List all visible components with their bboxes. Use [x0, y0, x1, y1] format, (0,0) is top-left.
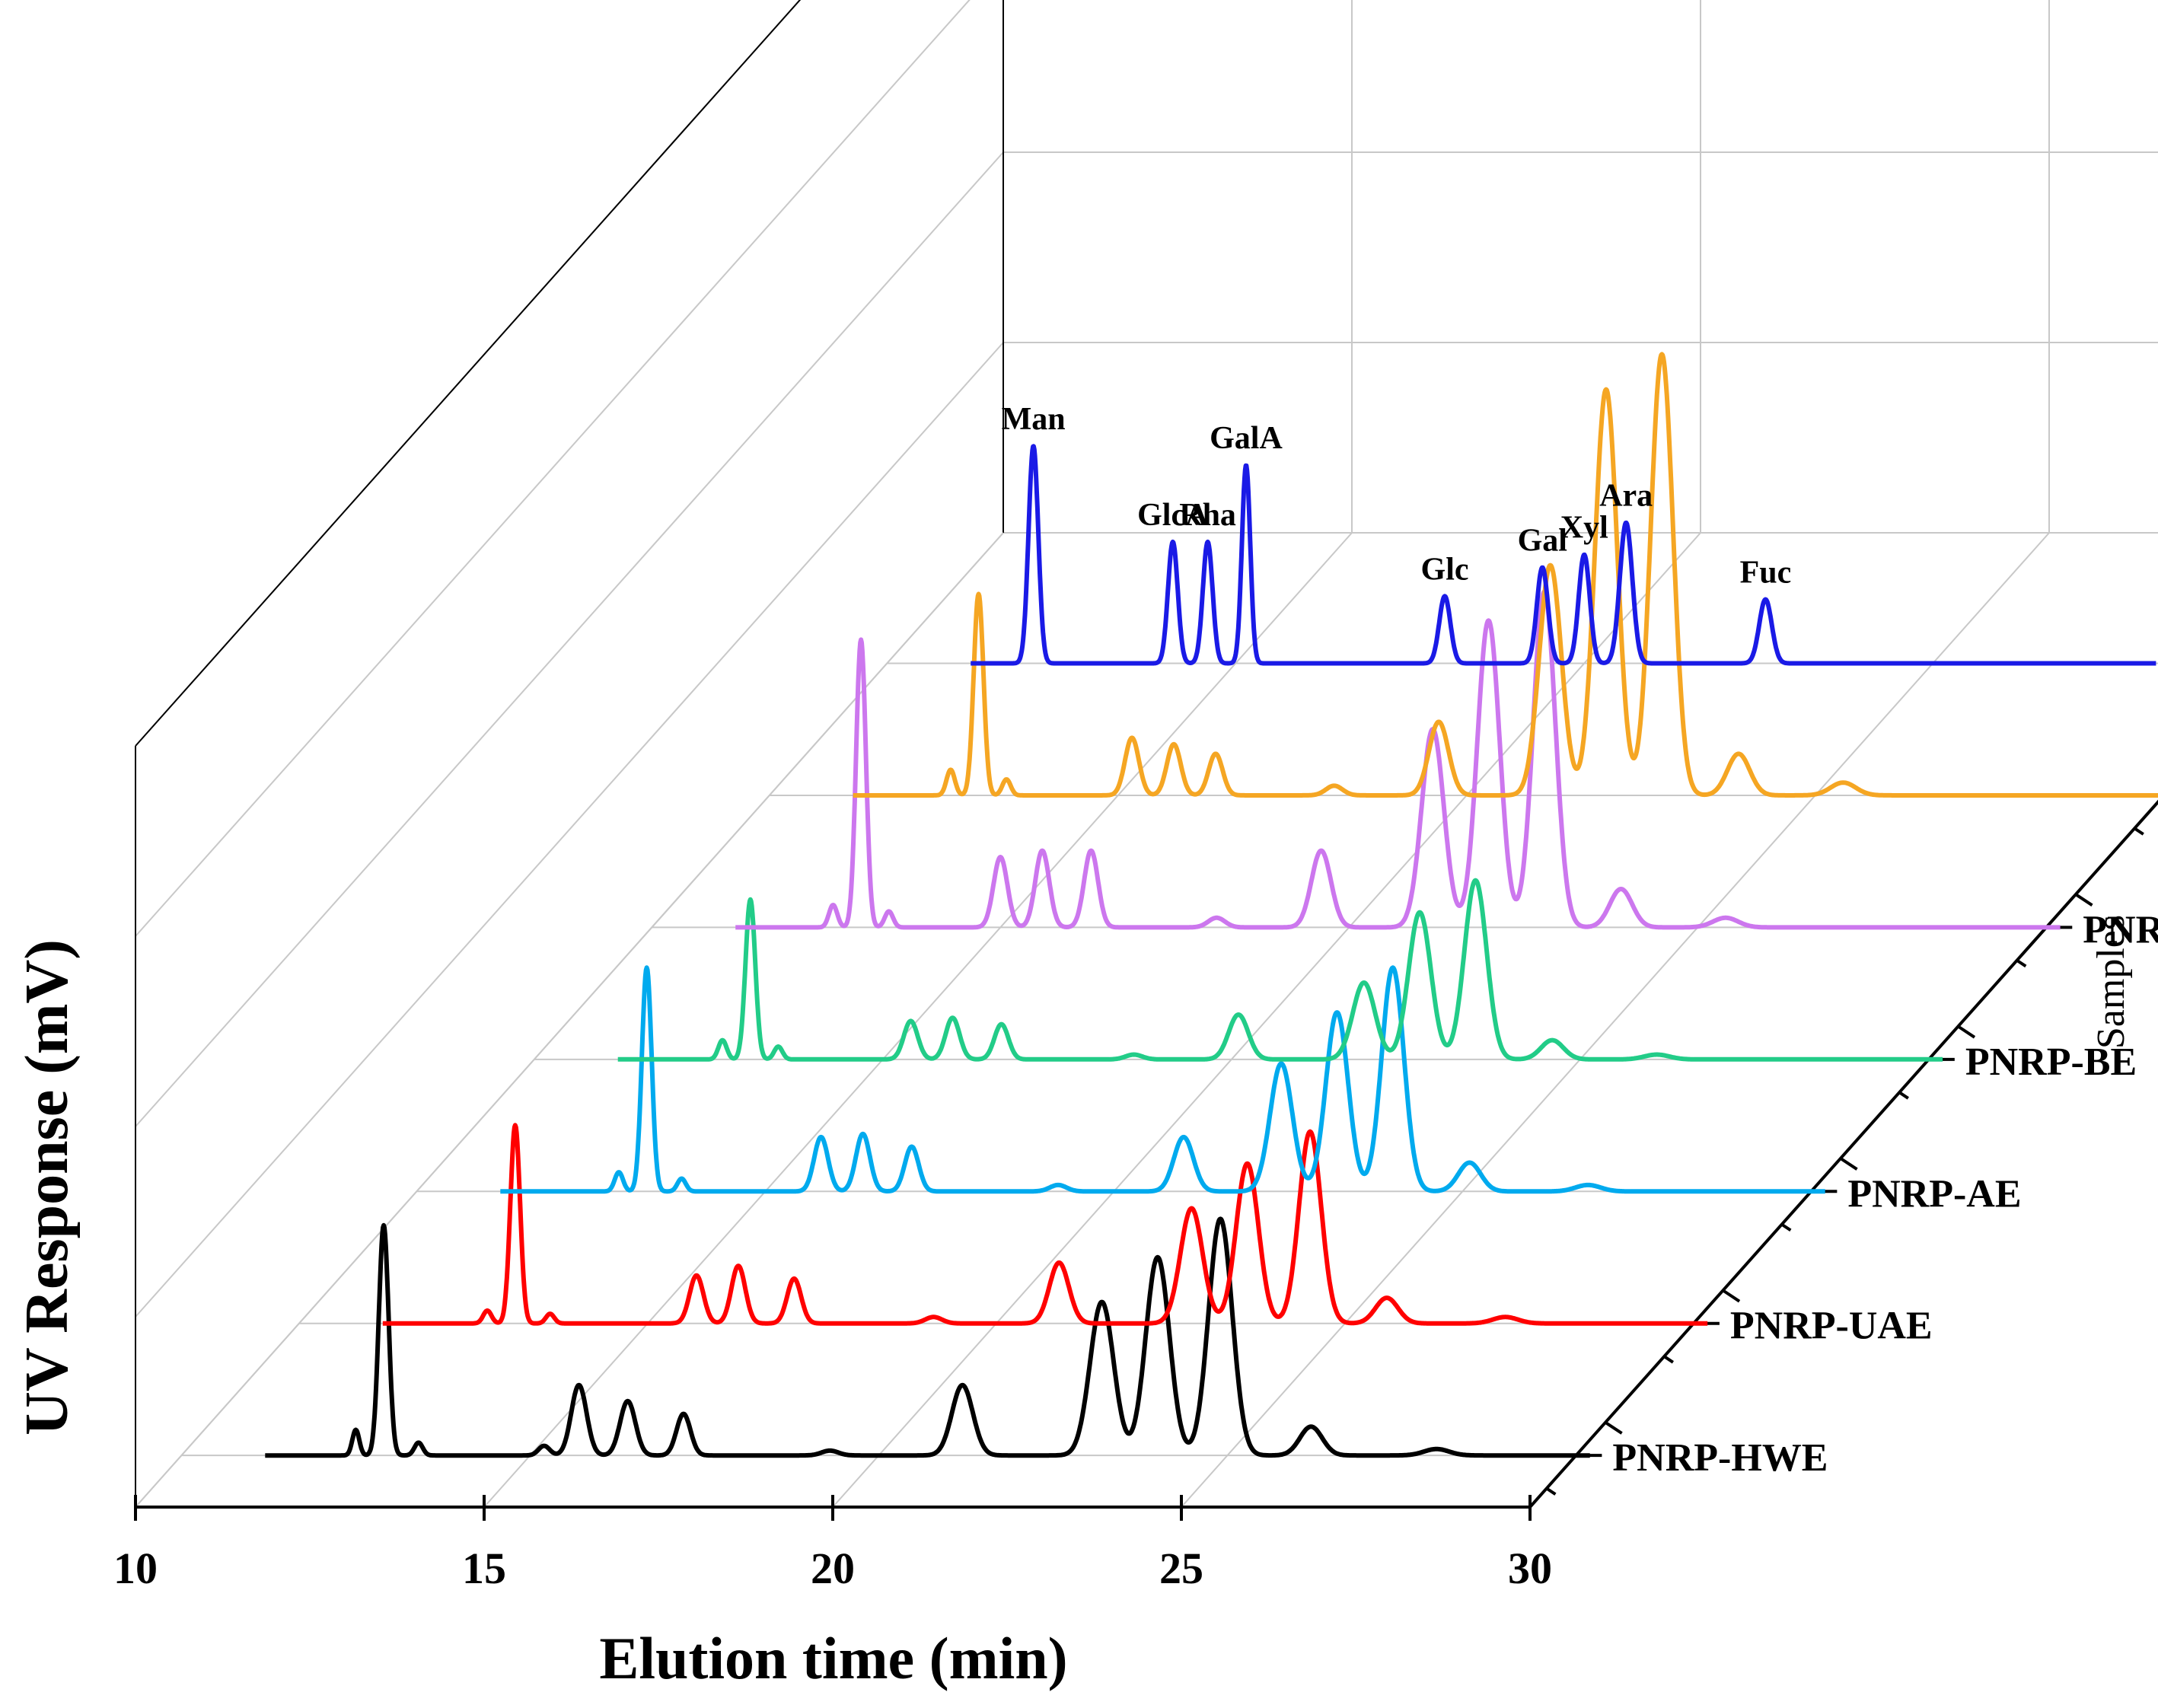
z-axis-tick — [1722, 1289, 1741, 1303]
peak-label: Gal — [1518, 524, 1567, 559]
x-tick-label: 25 — [1159, 1544, 1203, 1593]
x-tick-label: 15 — [462, 1544, 506, 1593]
series-line — [851, 352, 2158, 798]
z-axis-tick — [2074, 893, 2093, 907]
z-axis-tick — [2134, 827, 2144, 836]
z-axis-tick — [1604, 1421, 1623, 1435]
peak-label: Ara — [1599, 479, 1653, 514]
z-axis-line — [1528, 799, 2158, 1509]
left-wall-gridline — [135, 151, 1004, 1127]
z-axis-tick — [1957, 1024, 1976, 1039]
x-axis-title: Elution time (min) — [599, 1625, 1067, 1691]
series-line — [616, 878, 1945, 1062]
left-wall-top-edge — [135, 0, 802, 747]
y-axis-title: UV Response (mV) — [14, 939, 81, 1436]
series-line — [381, 1123, 1710, 1326]
x-tick-label: 10 — [113, 1544, 158, 1593]
series-line — [734, 589, 2062, 930]
x-tick-label: 20 — [811, 1544, 855, 1593]
series-layer — [263, 352, 2158, 1458]
z-axis-tick — [1663, 1355, 1674, 1364]
peak-label: Xyl — [1560, 511, 1608, 546]
sample-label: PNRP-ABE — [2083, 908, 2158, 951]
x-tick-label: 30 — [1508, 1544, 1552, 1593]
sample-label: PNRP-HWE — [1612, 1436, 1828, 1480]
z-axis-tick — [2016, 959, 2027, 968]
axis-layer: 10 15 20 25 30 PNRP-HWE PNRP-UAE PNRP-AE PNRP-BE… — [113, 799, 2158, 1593]
title-layer: Elution time (min) UV Response (mV) Samp… — [14, 915, 2133, 1691]
floor-depth-gridline — [1181, 532, 2050, 1508]
grid-layer — [135, 0, 2158, 1508]
peak-label: Rha — [1179, 498, 1236, 533]
peak-label: Glc — [1421, 552, 1469, 587]
series-line — [263, 1216, 1592, 1458]
floor-depth-gridline — [832, 532, 1701, 1508]
floor-depth-gridline — [483, 532, 1353, 1508]
sample-label: PNRP-UAE — [1730, 1305, 1933, 1348]
z-axis-tick — [1898, 1091, 1909, 1100]
z-axis-title: Samples — [2089, 915, 2133, 1049]
sample-label: PNRP-BE — [1965, 1040, 2137, 1084]
z-axis-tick — [1839, 1157, 1858, 1171]
peak-label: GalA — [1210, 421, 1283, 456]
floor-depth-gridline — [135, 532, 1004, 1508]
peak-label: GlcA — [1137, 498, 1209, 533]
z-axis-tick — [1780, 1222, 1792, 1232]
peak-label: Fuc — [1740, 556, 1792, 591]
left-wall-gridline — [135, 0, 802, 747]
left-wall-gridline — [135, 342, 1004, 1318]
left-wall-gridline — [135, 0, 971, 937]
z-axis-tick — [1545, 1487, 1557, 1496]
series-line — [499, 965, 1827, 1194]
peak-label: Man — [1002, 402, 1066, 437]
series-line — [969, 444, 2158, 666]
sample-label: PNRP-AE — [1847, 1172, 2021, 1216]
